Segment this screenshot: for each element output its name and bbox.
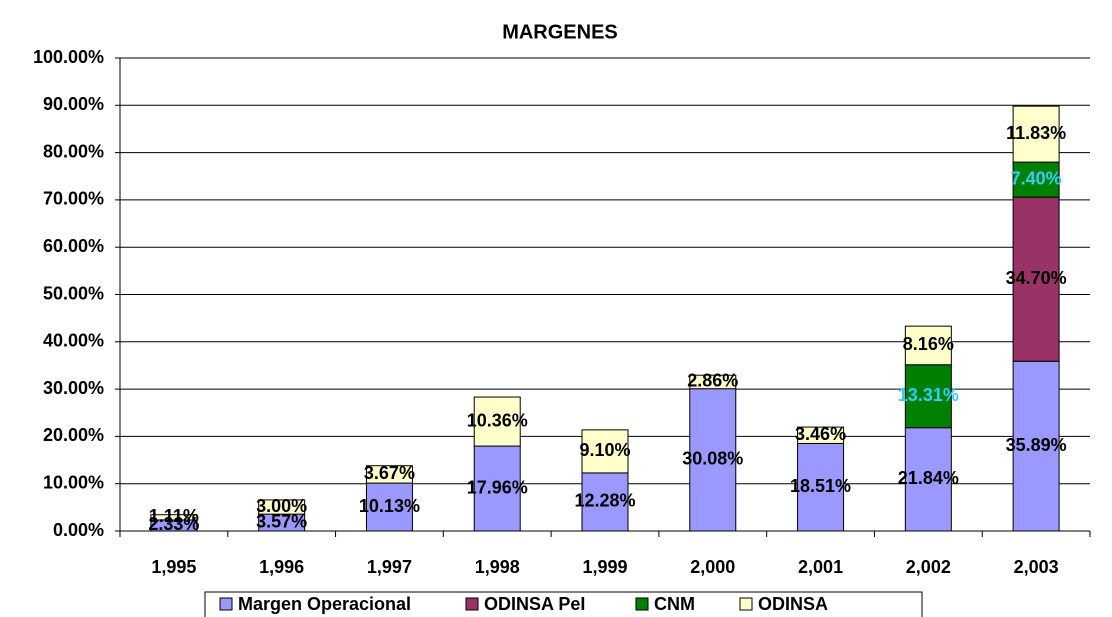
bar-segment: [581, 472, 629, 532]
y-tick-label: 50.00%: [43, 283, 104, 303]
data-label: 3.57%: [256, 511, 307, 531]
y-tick-label: 70.00%: [43, 189, 104, 209]
y-tick-label: 30.00%: [43, 378, 104, 398]
bar-segment: [150, 514, 198, 521]
bar-segment: [904, 427, 952, 532]
y-tick-label: 100.00%: [33, 47, 104, 67]
data-label: 18.51%: [790, 476, 851, 496]
legend-box: [204, 591, 923, 617]
data-label: 34.70%: [1006, 268, 1067, 288]
data-label: 3.67%: [364, 463, 415, 483]
chart-title: MARGENES: [502, 21, 618, 43]
data-label: 13.31%: [898, 385, 959, 405]
data-label: 35.89%: [1006, 435, 1067, 455]
bar-segment: [689, 374, 737, 390]
x-tick-label: 1,999: [582, 557, 627, 577]
data-label: 2.33%: [148, 514, 199, 534]
data-label: 9.10%: [579, 440, 630, 460]
bar-segment: [258, 499, 306, 515]
x-tick-label: 2,001: [798, 557, 843, 577]
y-tick-label: 20.00%: [43, 425, 104, 445]
x-tick-label: 2,002: [906, 557, 951, 577]
data-label: 12.28%: [574, 491, 635, 511]
y-tick-label: 10.00%: [43, 472, 104, 492]
x-tick-label: 1,997: [367, 557, 412, 577]
data-label: 8.16%: [903, 334, 954, 354]
bar-segment: [473, 396, 521, 447]
data-label: 1.11%: [149, 506, 199, 526]
legend-swatch: [739, 597, 753, 611]
data-label: 21.84%: [898, 468, 959, 488]
bar-segment: [904, 325, 952, 366]
bar-segment: [797, 426, 845, 444]
data-label: 7.40%: [1011, 168, 1062, 188]
bar-segment: [689, 388, 737, 532]
y-tick-label: 90.00%: [43, 94, 104, 114]
bar-segment: [581, 429, 629, 474]
legend-label: ODINSA: [758, 594, 828, 614]
data-label: 17.96%: [467, 477, 528, 497]
legend-swatch: [219, 597, 233, 611]
legend-swatch: [635, 597, 649, 611]
x-tick-label: 1,996: [259, 557, 304, 577]
x-tick-label: 1,995: [151, 557, 196, 577]
y-tick-label: 60.00%: [43, 236, 104, 256]
bar-segment: [1012, 161, 1060, 198]
x-tick-label: 2,000: [690, 557, 735, 577]
bar-segment: [1012, 360, 1060, 532]
bar-segment: [365, 482, 413, 532]
bar-segment: [904, 364, 952, 429]
legend-label: Margen Operacional: [238, 594, 411, 614]
x-tick-label: 1,998: [475, 557, 520, 577]
legend-label: ODINSA PeI: [484, 594, 585, 614]
legend-label: CNM: [654, 594, 695, 614]
data-label: 3.00%: [256, 496, 307, 516]
data-label: 30.08%: [682, 449, 743, 469]
data-label: 3.46%: [795, 424, 846, 444]
bar-segment: [365, 465, 413, 484]
bar-segment: [797, 442, 845, 532]
bar-segment: [473, 445, 521, 532]
bar-segment: [1012, 105, 1060, 163]
y-tick-label: 0.00%: [53, 520, 104, 540]
data-label: 10.13%: [359, 496, 420, 516]
legend-swatch: [465, 597, 479, 611]
data-label: 10.36%: [467, 410, 528, 430]
data-label: 2.86%: [687, 371, 738, 391]
x-tick-label: 2,003: [1014, 557, 1059, 577]
y-tick-label: 40.00%: [43, 331, 104, 351]
data-label: 11.83%: [1006, 123, 1066, 143]
y-tick-label: 80.00%: [43, 141, 104, 161]
